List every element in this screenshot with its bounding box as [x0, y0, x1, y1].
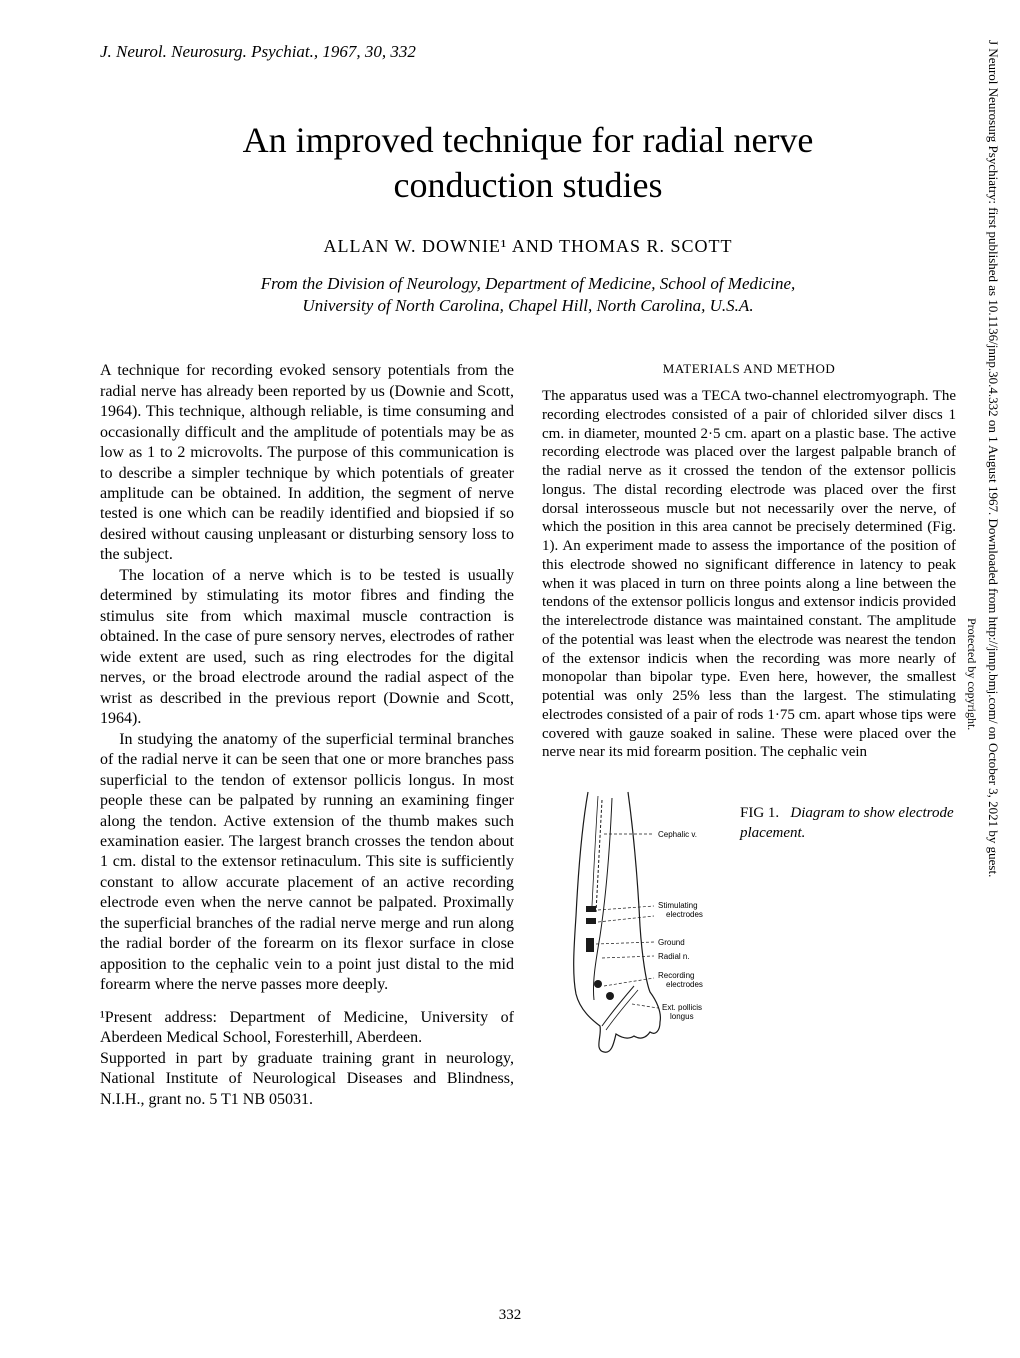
figure-1-diagram: Cephalic v. Stimulating electrodes Groun…: [542, 786, 722, 1061]
label-recording-1: Recording: [658, 971, 694, 980]
stim-electrode-2: [586, 918, 596, 924]
affiliation: From the Division of Neurology, Departme…: [100, 273, 956, 317]
footnote-2: Supported in part by graduate training g…: [100, 1049, 514, 1110]
label-ext-1: Ext. pollicis: [662, 1003, 702, 1012]
page-number: 332: [499, 1307, 522, 1324]
section-heading-materials: MATERIALS AND METHOD: [542, 361, 956, 377]
leader-radial: [602, 956, 654, 958]
label-cephalic: Cephalic v.: [658, 830, 697, 839]
label-ground: Ground: [658, 938, 685, 947]
forearm-inner-line: [592, 796, 598, 906]
authors-line: ALLAN W. DOWNIE¹ AND THOMAS R. SCOTT: [100, 236, 956, 257]
two-column-body: A technique for recording evoked sensory…: [100, 361, 956, 1110]
figure-number: FIG 1.: [740, 805, 779, 821]
rec-electrode-2: [606, 992, 614, 1000]
title-line-1: An improved technique for radial nerve: [243, 120, 814, 160]
label-stimulating-2: electrodes: [666, 910, 703, 919]
label-radial: Radial n.: [658, 952, 690, 961]
title-line-2: conduction studies: [394, 165, 663, 205]
paragraph-2: The location of a nerve which is to be t…: [100, 566, 514, 730]
right-body-paragraph: The apparatus used was a TECA two-channe…: [542, 387, 956, 762]
forearm-diagram-svg: Cephalic v. Stimulating electrodes Groun…: [542, 786, 722, 1056]
footnotes: ¹Present address: Department of Medicine…: [100, 1008, 514, 1110]
stim-electrode-1: [586, 906, 596, 912]
figure-1: Cephalic v. Stimulating electrodes Groun…: [542, 786, 956, 1061]
right-column: MATERIALS AND METHOD The apparatus used …: [542, 361, 956, 1110]
leader-stim-1: [598, 906, 654, 910]
leader-ground: [596, 942, 654, 944]
affiliation-line-1: From the Division of Neurology, Departme…: [261, 274, 796, 293]
left-column: A technique for recording evoked sensory…: [100, 361, 514, 1110]
footnote-1: ¹Present address: Department of Medicine…: [100, 1008, 514, 1049]
side-download-notice: J Neurol Neurosurg Psychiatry: first pub…: [980, 40, 1006, 1320]
running-head: J. Neurol. Neurosurg. Psychiat., 1967, 3…: [100, 42, 956, 62]
label-stimulating-1: Stimulating: [658, 901, 698, 910]
figure-1-caption: FIG 1. Diagram to show electrode placeme…: [740, 804, 956, 843]
leader-stim-2: [598, 916, 654, 922]
side-copyright-notice: Protected by copyright.: [960, 618, 978, 730]
leader-ext: [632, 1004, 658, 1008]
label-recording-2: electrodes: [666, 980, 703, 989]
paragraph-3: In studying the anatomy of the superfici…: [100, 730, 514, 996]
article-title: An improved technique for radial nerve c…: [100, 118, 956, 208]
affiliation-line-2: University of North Carolina, Chapel Hil…: [302, 296, 753, 315]
paragraph-1: A technique for recording evoked sensory…: [100, 361, 514, 566]
ground-electrode: [586, 938, 594, 952]
ext-pollicis-tendon: [602, 986, 634, 1026]
rec-electrode-1: [594, 980, 602, 988]
label-ext-2: longus: [670, 1012, 694, 1021]
